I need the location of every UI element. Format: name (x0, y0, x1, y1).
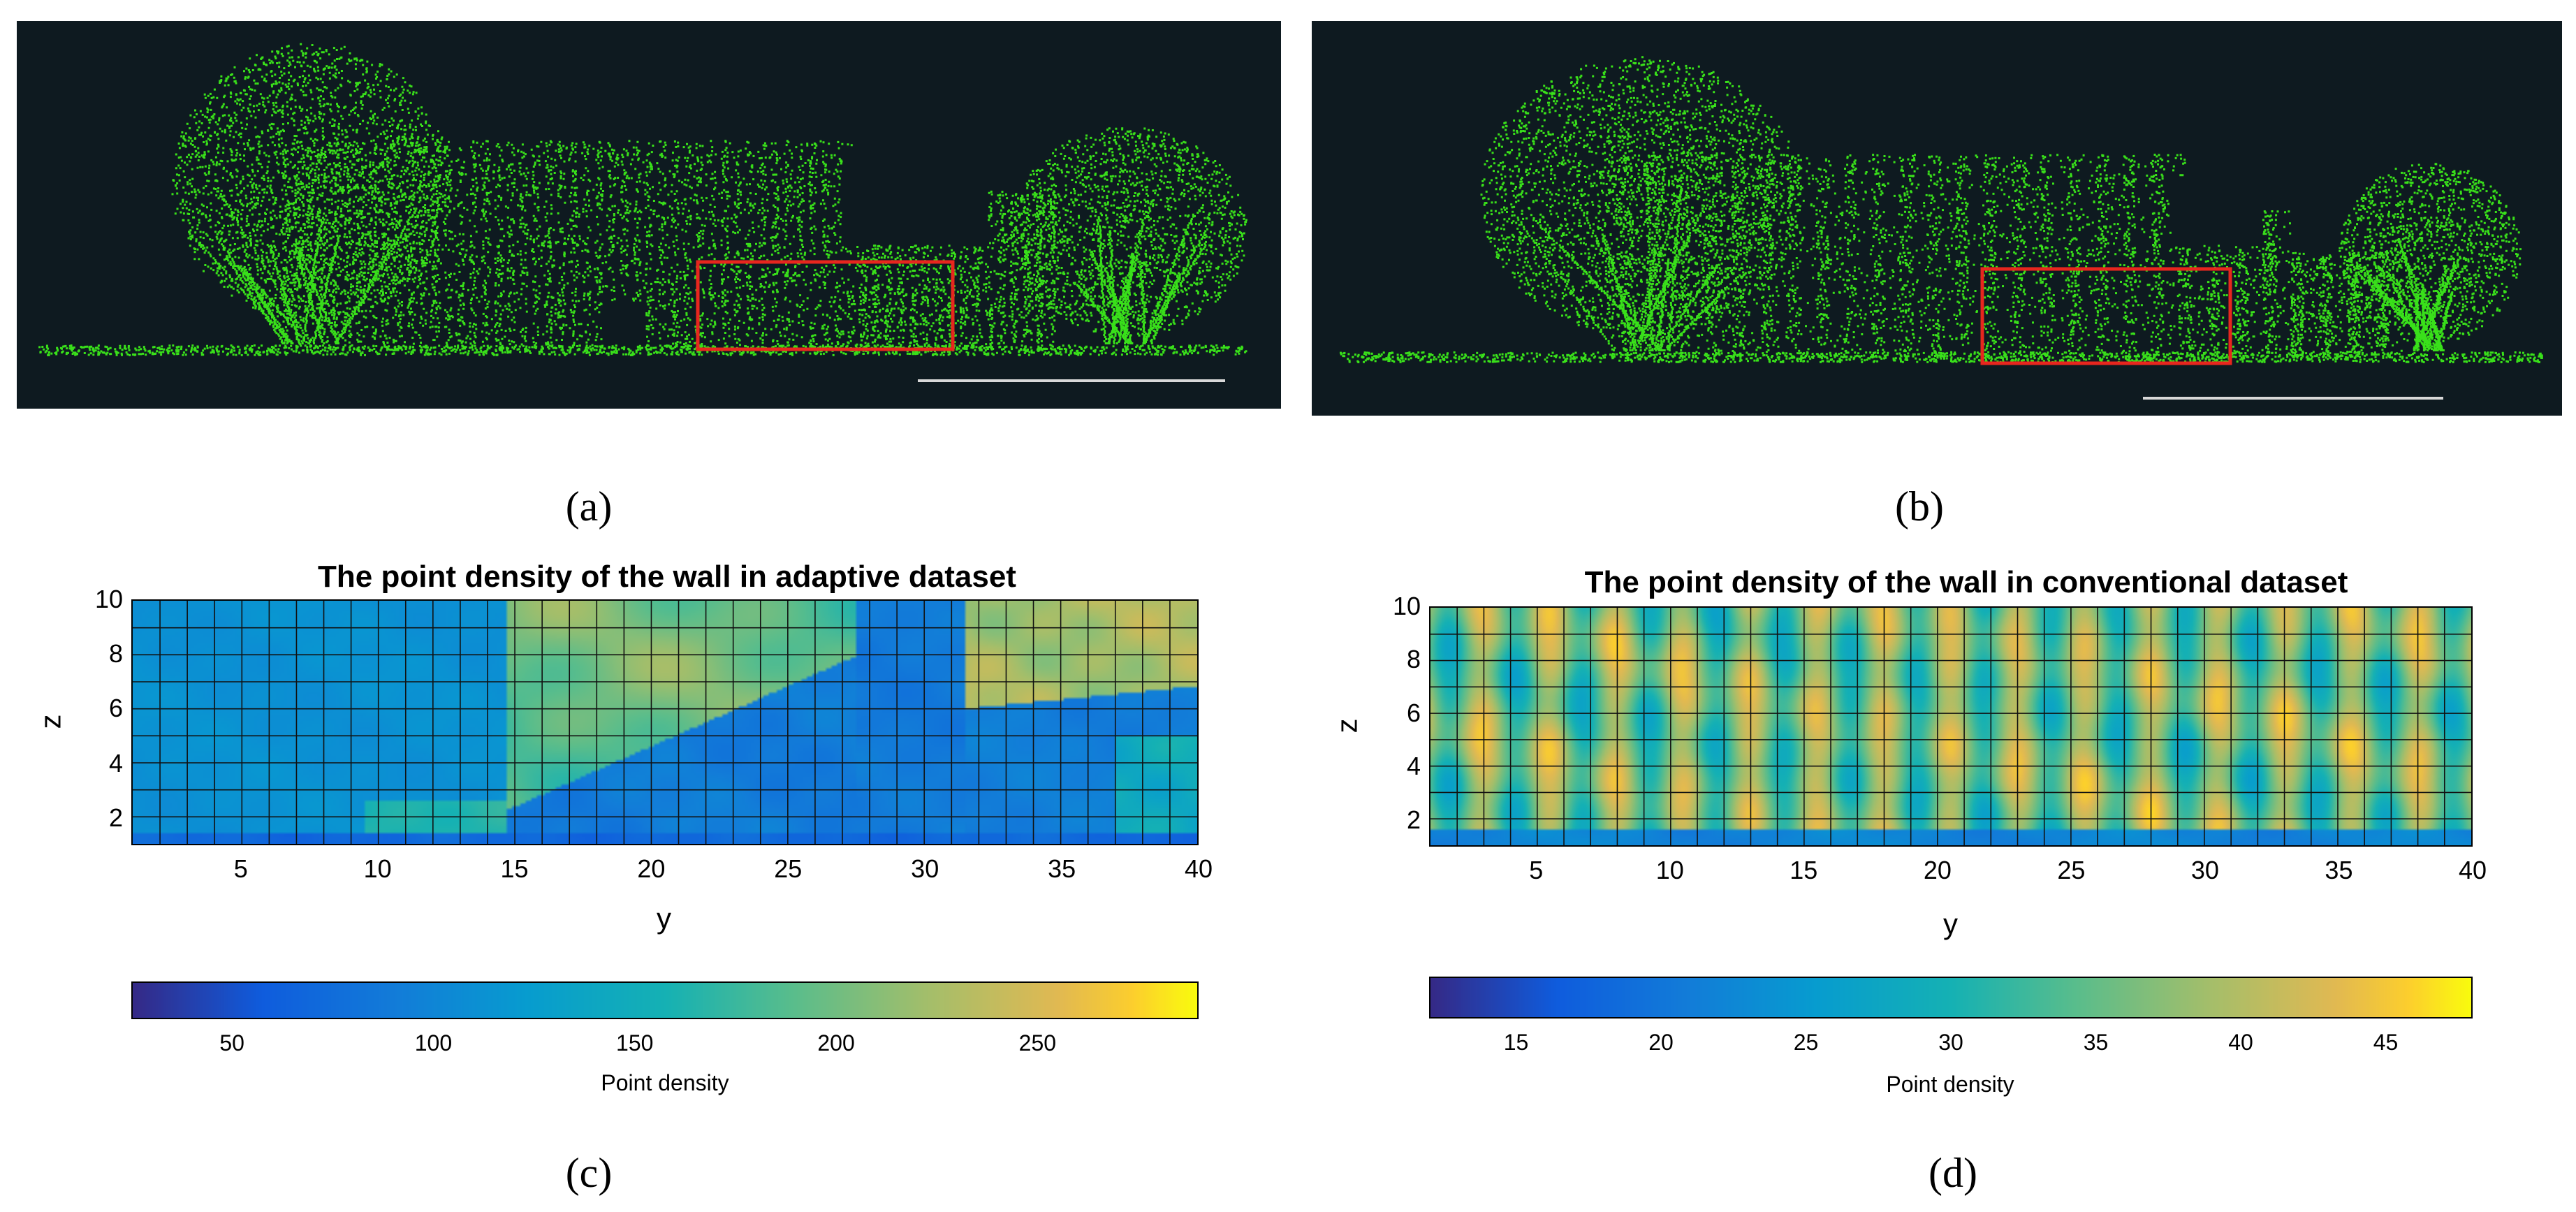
chart-c-ytick: 4 (108, 748, 123, 777)
chart-c-colorbar-tick: 150 (616, 1030, 654, 1056)
caption-a: (a) (565, 483, 613, 530)
chart-d-ytick: 6 (1406, 698, 1421, 727)
chart-d-heatmap (1429, 606, 2473, 847)
caption-c: (c) (565, 1150, 613, 1196)
point-cloud-points (38, 43, 1247, 356)
chart-c-ytick: 6 (108, 694, 123, 723)
point-cloud-conventional-canvas (1340, 56, 2543, 400)
point-cloud-points (1340, 56, 2543, 363)
chart-c-ytick: 10 (94, 585, 123, 613)
chart-c-colorbar-tick: 100 (414, 1030, 453, 1056)
chart-d-colorbar (1429, 977, 2473, 1018)
chart-c-xtick: 20 (637, 854, 666, 883)
chart-c-xtick: 5 (233, 854, 248, 883)
chart-d-ytick: 4 (1406, 752, 1421, 781)
chart-d-xtick: 35 (2325, 856, 2353, 884)
chart-d-xtick: 30 (2190, 856, 2219, 884)
chart-c-xtick: 40 (1184, 854, 1213, 883)
caption-d: (d) (1929, 1150, 1977, 1196)
chart-d-xtick: 15 (1790, 856, 1818, 884)
point-cloud-conventional (1312, 21, 2562, 416)
chart-c-ytick: 2 (108, 803, 123, 832)
chart-d-xtick: 20 (1923, 856, 1952, 884)
chart-c-xtick: 35 (1048, 854, 1076, 883)
chart-c-title: The point density of the wall in adaptiv… (318, 560, 1016, 594)
chart-d-ytick: 8 (1406, 645, 1421, 674)
chart-d-title: The point density of the wall in convent… (1584, 565, 2348, 599)
chart-d-xtick: 40 (2458, 856, 2487, 884)
roi-box (696, 260, 955, 351)
chart-d-colorbar-tick: 15 (1503, 1030, 1529, 1055)
chart-c-colorbar-tick: 50 (219, 1030, 244, 1056)
chart-c-xtick: 10 (363, 854, 392, 883)
chart-c-xtick: 15 (500, 854, 529, 883)
point-cloud-adaptive (17, 21, 1281, 409)
chart-d-ytick: 10 (1392, 592, 1421, 620)
chart-c-heatmap (131, 599, 1199, 845)
chart-d-colorbar-tick: 35 (2083, 1030, 2109, 1055)
chart-c-colorbar-label: Point density (601, 1070, 729, 1095)
chart-d-xlabel: y (1943, 907, 1958, 940)
chart-d-xtick: 25 (2057, 856, 2086, 884)
caption-b: (b) (1895, 483, 1944, 530)
chart-c-ytick: 8 (108, 639, 123, 669)
chart-c-xlabel: y (657, 902, 671, 935)
chart-c-colorbar-tick: 200 (817, 1030, 855, 1056)
chart-d-colorbar-tick: 40 (2228, 1030, 2253, 1055)
chart-d-gridlines (1430, 608, 2471, 845)
chart-c-xtick: 25 (774, 854, 803, 883)
chart-c-gridlines (133, 601, 1197, 844)
chart-d-colorbar-tick: 20 (1648, 1030, 1674, 1055)
roi-box (1980, 267, 2232, 365)
chart-c-xtick: 30 (911, 854, 939, 883)
chart-d-colorbar-tick: 25 (1793, 1030, 1819, 1055)
chart-d-colorbar-label: Point density (1886, 1072, 2014, 1097)
chart-c-colorbar (131, 981, 1199, 1019)
point-cloud-adaptive-canvas (38, 43, 1247, 382)
chart-d-ytick: 2 (1406, 805, 1421, 834)
chart-d-colorbar-tick: 30 (1938, 1030, 1963, 1055)
chart-c-colorbar-tick: 250 (1018, 1030, 1057, 1056)
chart-d-ylabel: z (1330, 718, 1363, 733)
chart-c-ylabel: z (34, 714, 67, 729)
chart-d-xtick: 5 (1529, 856, 1544, 884)
chart-d-colorbar-tick: 45 (2373, 1030, 2399, 1055)
chart-d-xtick: 10 (1655, 856, 1684, 884)
